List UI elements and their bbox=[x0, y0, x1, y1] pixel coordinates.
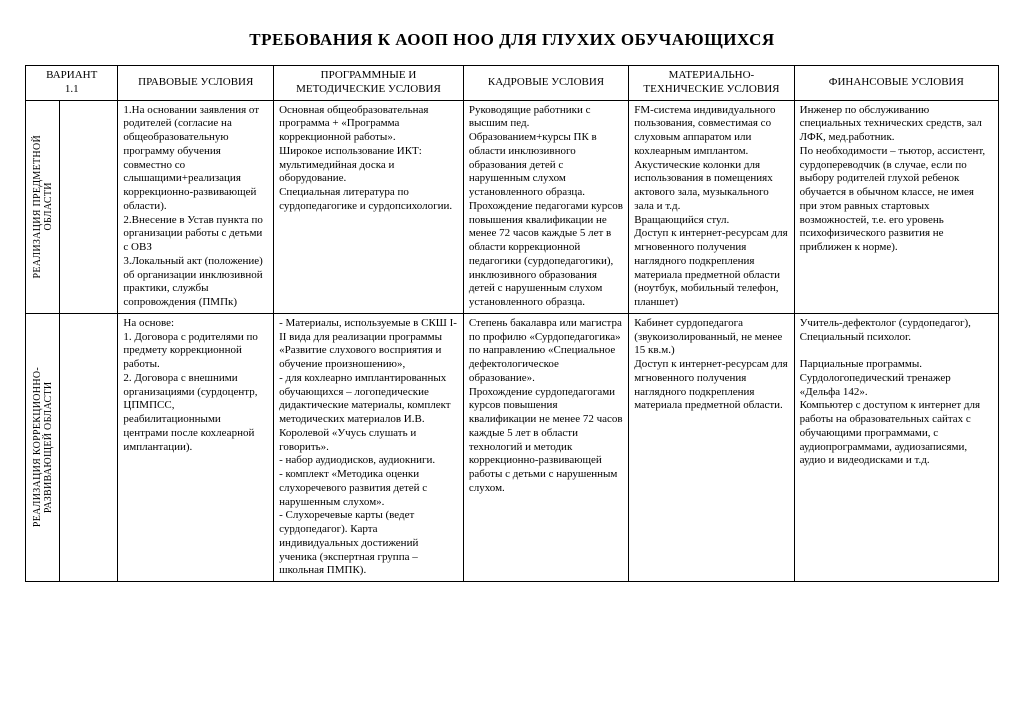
col-header-legal: ПРАВОВЫЕ УСЛОВИЯ bbox=[118, 66, 274, 101]
table-row: РЕАЛИЗАЦИЯ КОРРЕКЦИОННО- РАЗВИВАЮЩЕЙ ОБЛ… bbox=[26, 313, 999, 581]
cell-legal: 1.На основании заявления от родителей (с… bbox=[118, 100, 274, 313]
requirements-table: ВАРИАНТ 1.1 ПРАВОВЫЕ УСЛОВИЯ ПРОГРАММНЫЕ… bbox=[25, 65, 999, 582]
cell-program: Основная общеобразовательная программа +… bbox=[274, 100, 464, 313]
cell-program: - Материалы, используемые в СКШ I-II вид… bbox=[274, 313, 464, 581]
col-header-finance: ФИНАНСОВЫЕ УСЛОВИЯ bbox=[794, 66, 998, 101]
cell-material: FM-система индивидуального пользования, … bbox=[629, 100, 794, 313]
row-label-correction-area: РЕАЛИЗАЦИЯ КОРРЕКЦИОННО- РАЗВИВАЮЩЕЙ ОБЛ… bbox=[26, 313, 60, 581]
cell-legal: На основе: 1. Договора с родителями по п… bbox=[118, 313, 274, 581]
cell-finance: Инженер по обслуживанию специальных техн… bbox=[794, 100, 998, 313]
cell-staff: Степень бакалавра или магистра по профил… bbox=[463, 313, 628, 581]
col-header-material: МАТЕРИАЛЬНО- ТЕХНИЧЕСКИЕ УСЛОВИЯ bbox=[629, 66, 794, 101]
table-row: РЕАЛИЗАЦИЯ ПРЕДМЕТНОЙ ОБЛАСТИ 1.На основ… bbox=[26, 100, 999, 313]
col-header-program: ПРОГРАММНЫЕ И МЕТОДИЧЕСКИЕ УСЛОВИЯ bbox=[274, 66, 464, 101]
cell-empty bbox=[60, 313, 118, 581]
col-header-variant: ВАРИАНТ 1.1 bbox=[26, 66, 118, 101]
cell-staff: Руководящие работники с высшим пед. Обра… bbox=[463, 100, 628, 313]
row-label-subject-area: РЕАЛИЗАЦИЯ ПРЕДМЕТНОЙ ОБЛАСТИ bbox=[26, 100, 60, 313]
cell-material: Кабинет сурдопедагога (звукоизолированны… bbox=[629, 313, 794, 581]
cell-finance: Учитель-дефектолог (сурдопедагог), Специ… bbox=[794, 313, 998, 581]
cell-empty bbox=[60, 100, 118, 313]
col-header-staff: КАДРОВЫЕ УСЛОВИЯ bbox=[463, 66, 628, 101]
page-title: ТРЕБОВАНИЯ К АООП НОО ДЛЯ ГЛУХИХ ОБУЧАЮЩ… bbox=[25, 30, 999, 50]
table-header-row: ВАРИАНТ 1.1 ПРАВОВЫЕ УСЛОВИЯ ПРОГРАММНЫЕ… bbox=[26, 66, 999, 101]
